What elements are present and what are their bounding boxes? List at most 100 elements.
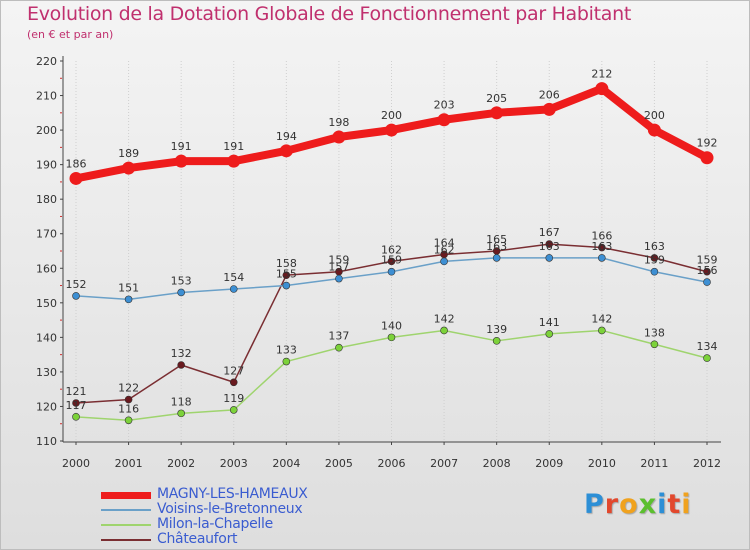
series-1-label-2008: 163 — [486, 240, 507, 253]
series-2-label-2005: 137 — [328, 330, 349, 343]
x-tick-label-2003: 2003 — [220, 457, 248, 470]
series-0-point-2003 — [227, 154, 241, 168]
series-1-label-2012: 156 — [697, 264, 718, 277]
y-tick-label-220: 220 — [36, 55, 57, 68]
x-tick-label-2004: 2004 — [272, 457, 300, 470]
series-1-label-2001: 151 — [118, 281, 139, 294]
y-tick-label-180: 180 — [36, 193, 57, 206]
y-tick-label-110: 110 — [36, 435, 57, 448]
series-2-point-2009 — [545, 330, 554, 338]
series-2-label-2002: 118 — [171, 395, 192, 408]
series-3-point-2010 — [598, 243, 606, 252]
series-0-point-2008 — [490, 106, 504, 120]
y-tick-label-130: 130 — [36, 366, 57, 379]
chart-subtitle: (en € et par an) — [27, 28, 114, 41]
series-0-label-2008: 205 — [486, 92, 507, 105]
series-1-label-2000: 152 — [66, 278, 87, 291]
series-3-point-2003 — [229, 378, 238, 387]
series-0-label-2005: 198 — [328, 116, 349, 129]
logo-letter-6: i — [681, 489, 692, 520]
series-1-point-2002 — [177, 288, 185, 297]
series-3-label-2010: 166 — [591, 230, 612, 243]
series-1-point-2008 — [492, 254, 501, 262]
series-3-point-2002 — [177, 361, 185, 369]
series-3-label-2002: 132 — [171, 347, 192, 360]
series-3-label-2003: 127 — [223, 364, 244, 377]
y-tick-label-190: 190 — [36, 159, 57, 172]
series-0-label-2003: 191 — [223, 140, 244, 153]
y-tick-label-170: 170 — [36, 228, 57, 241]
series-1-label-2006: 159 — [381, 254, 402, 267]
x-tick-label-2007: 2007 — [430, 457, 458, 470]
series-1-label-2003: 154 — [223, 271, 244, 284]
logo-letter-1: r — [604, 489, 620, 520]
series-0-label-2002: 191 — [171, 140, 192, 153]
x-tick-label-2011: 2011 — [640, 457, 668, 470]
proxiti-logo: Proxiti — [584, 489, 692, 520]
series-2-point-2000 — [72, 413, 80, 421]
series-2-label-2006: 140 — [381, 319, 402, 332]
logo-letter-0: P — [584, 489, 605, 520]
series-1-label-2010: 163 — [591, 240, 612, 253]
series-1-point-2012 — [703, 278, 711, 286]
series-1-label-2009: 163 — [539, 240, 560, 253]
series-0-point-2012 — [700, 151, 714, 165]
x-tick-label-2006: 2006 — [378, 457, 406, 470]
y-tick-label-140: 140 — [36, 331, 57, 344]
x-tick-label-2002: 2002 — [167, 457, 195, 470]
series-3-point-2004 — [282, 271, 291, 279]
series-1-label-2005: 157 — [328, 261, 349, 274]
series-1-point-2001 — [124, 295, 133, 304]
series-2-label-2004: 133 — [276, 344, 297, 357]
legend-swatch-1 — [101, 509, 151, 511]
x-tick-label-2001: 2001 — [115, 457, 143, 470]
series-0-label-2010: 212 — [591, 68, 612, 81]
series-1-point-2000 — [72, 292, 80, 300]
series-0-label-2011: 200 — [644, 109, 665, 122]
series-2-point-2010 — [598, 326, 606, 335]
series-2-point-2012 — [703, 354, 711, 362]
series-0-label-2004: 194 — [276, 130, 297, 143]
series-2-point-2002 — [177, 409, 185, 418]
series-0-point-2006 — [385, 123, 398, 137]
series-3-label-2009: 167 — [539, 226, 560, 239]
series-2-point-2008 — [492, 337, 501, 345]
series-1-point-2005 — [335, 274, 343, 283]
series-3-point-2009 — [545, 240, 554, 248]
series-2-point-2011 — [650, 340, 659, 349]
series-0-label-2009: 206 — [539, 88, 560, 101]
x-tick-label-2008: 2008 — [483, 457, 511, 470]
series-1-point-2007 — [440, 257, 448, 266]
series-3-point-2000 — [72, 399, 80, 407]
series-2-label-2000: 117 — [66, 399, 87, 412]
legend-label-3: Châteaufort — [157, 531, 238, 547]
series-3-label-2001: 122 — [118, 382, 139, 395]
series-1-label-2011: 159 — [644, 254, 665, 267]
series-2-label-2012: 134 — [697, 340, 718, 353]
series-3-label-2004: 158 — [276, 257, 297, 270]
series-3-label-2012: 159 — [697, 254, 718, 267]
series-0-label-2006: 200 — [381, 109, 402, 122]
series-0-point-2005 — [332, 130, 346, 144]
series-0-point-2004 — [279, 144, 293, 158]
series-0-point-2009 — [542, 102, 556, 116]
series-0-label-2007: 203 — [434, 99, 455, 112]
series-2-point-2003 — [229, 406, 238, 414]
series-2-label-2009: 141 — [539, 316, 560, 329]
series-1-point-2003 — [229, 285, 238, 293]
series-3-point-2001 — [124, 395, 133, 404]
logo-letter-5: t — [667, 489, 682, 520]
series-0-label-2000: 186 — [66, 157, 87, 170]
series-1-label-2004: 155 — [276, 268, 297, 281]
y-tick-label-120: 120 — [36, 400, 57, 413]
series-2-label-2003: 119 — [223, 392, 244, 405]
series-3-point-2012 — [703, 267, 711, 276]
series-1-point-2009 — [545, 254, 554, 262]
logo-letter-4: i — [657, 489, 668, 520]
series-1-point-2011 — [650, 267, 659, 276]
series-2-point-2005 — [335, 343, 343, 352]
y-tick-label-160: 160 — [36, 262, 57, 275]
series-3-label-2008: 165 — [486, 233, 507, 246]
legend-swatch-3 — [101, 539, 151, 541]
